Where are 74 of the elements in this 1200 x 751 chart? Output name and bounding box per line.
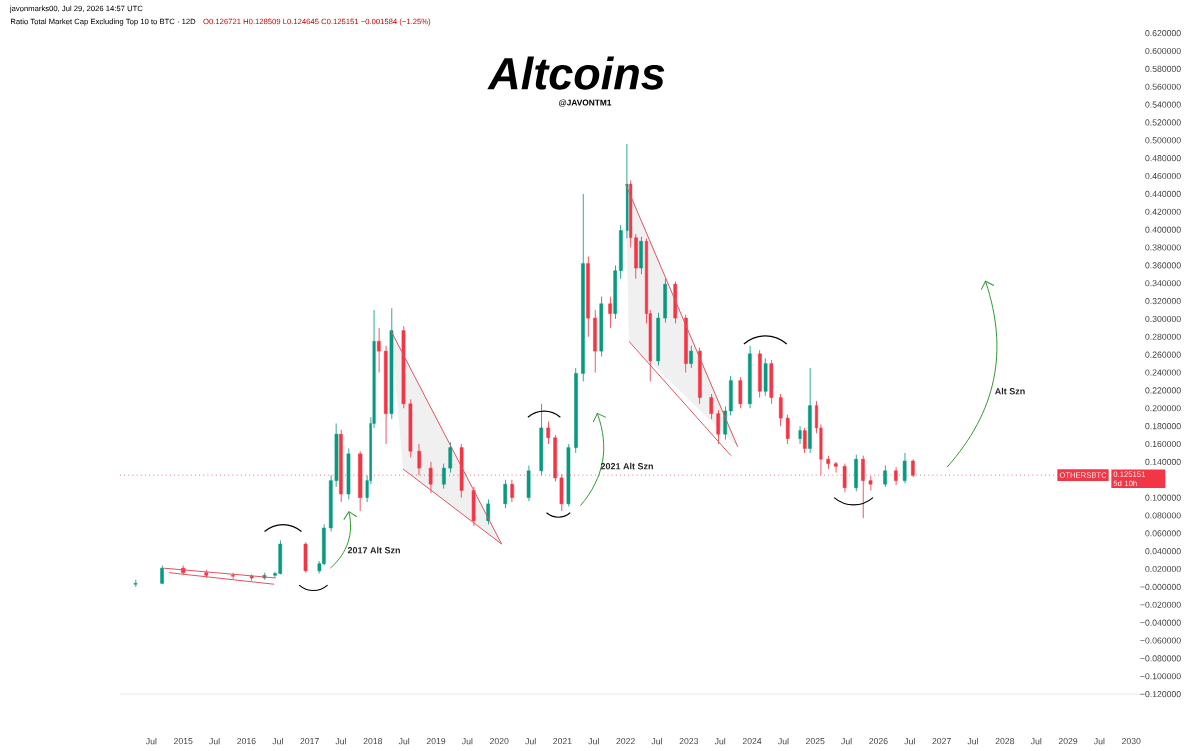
x-tick-label: Jul <box>651 737 662 745</box>
y-tick-label: 0.520000 <box>1145 119 1181 126</box>
x-tick-label: Jul <box>1030 737 1042 745</box>
x-tick-label: Jul <box>714 737 726 745</box>
x-tick-label: Jul <box>525 737 536 745</box>
x-tick-label: 2017 <box>300 737 319 745</box>
y-tick-label: 0.600000 <box>1145 47 1181 55</box>
x-tick-label: Jul <box>778 737 789 745</box>
chart-title: Altcoins <box>487 56 665 90</box>
y-tick-label: −0.040000 <box>1140 619 1181 626</box>
y-tick-label: 0.500000 <box>1145 137 1181 144</box>
x-tick-label: Jul <box>588 737 599 745</box>
text: @JAVONTM1 <box>559 99 612 107</box>
annotation: 2017 Alt Szn <box>347 546 400 554</box>
y-tick-label: 0.540000 <box>1145 101 1181 108</box>
y-tick-label: 0.300000 <box>1145 315 1181 322</box>
y-tick-label: 0.320000 <box>1145 297 1181 305</box>
y-tick-label: 0.340000 <box>1145 280 1181 287</box>
y-tick-label: 0.440000 <box>1145 190 1181 197</box>
y-tick-label: 0.080000 <box>1145 512 1181 519</box>
x-tick-label: 2020 <box>490 737 509 745</box>
x-tick-label: 2019 <box>426 737 446 745</box>
annotation: Alt Szn <box>994 387 1025 395</box>
y-tick-label: −0.080000 <box>1140 655 1181 662</box>
y-tick-label: 0.160000 <box>1145 440 1181 448</box>
x-tick-label: 2029 <box>1058 737 1078 745</box>
x-tick-label: 2026 <box>869 737 888 745</box>
x-tick-label: Jul <box>461 737 473 745</box>
y-tick-label: 0.560000 <box>1145 83 1181 90</box>
y-tick-label: −0.060000 <box>1140 637 1181 644</box>
y-tick-label: 0.060000 <box>1145 530 1181 537</box>
y-tick-label: 0.180000 <box>1145 423 1181 430</box>
x-tick-label: 2018 <box>363 737 383 745</box>
x-tick-label: Jul <box>904 737 915 745</box>
y-tick-label: −0.000000 <box>1140 583 1181 590</box>
x-tick-label: 2025 <box>806 737 825 745</box>
x-tick-label: 2023 <box>679 737 699 745</box>
x-tick-label: Jul <box>967 737 978 745</box>
y-tick-label: 0.140000 <box>1145 458 1181 465</box>
x-tick-label: Jul <box>145 737 157 745</box>
y-tick-label: −0.100000 <box>1140 673 1181 680</box>
x-tick-label: Jul <box>272 737 283 745</box>
y-tick-label: 0.580000 <box>1145 65 1181 72</box>
y-tick-label: 0.280000 <box>1145 333 1181 340</box>
x-tick-label: 2015 <box>174 737 193 745</box>
y-tick-label: 0.480000 <box>1145 155 1181 162</box>
x-tick-label: 2030 <box>1122 737 1141 745</box>
x-tick-label: Jul <box>209 737 220 745</box>
y-tick-label: 0.420000 <box>1145 208 1181 215</box>
x-tick-label: 2022 <box>616 737 635 745</box>
y-tick-label: 0.400000 <box>1145 226 1181 233</box>
y-tick-label: 0.240000 <box>1145 369 1181 376</box>
y-tick-label: 0.220000 <box>1145 387 1181 394</box>
x-tick-label: Jul <box>841 737 852 745</box>
x-tick-label: 2027 <box>932 737 951 745</box>
x-tick-label: Jul <box>335 737 346 745</box>
x-tick-label: 2016 <box>237 737 256 745</box>
y-tick-label: −0.120000 <box>1140 690 1181 698</box>
annotation: 2021 Alt Szn <box>600 462 653 470</box>
x-tick-label: Jul <box>398 737 410 745</box>
y-tick-label: 0.200000 <box>1145 405 1181 412</box>
y-tick-label: 0.460000 <box>1145 172 1181 180</box>
x-tick-label: Jul <box>1093 737 1105 745</box>
y-tick-label: 0.100000 <box>1145 494 1181 501</box>
y-tick-label: 0.360000 <box>1145 262 1181 269</box>
y-tick-label: 0.040000 <box>1145 548 1181 555</box>
y-tick-label: 0.380000 <box>1145 244 1181 251</box>
x-tick-label: 2021 <box>553 737 572 745</box>
y-tick-label: 0.020000 <box>1145 565 1181 573</box>
x-tick-label: 2024 <box>742 737 762 745</box>
y-tick-label: 0.260000 <box>1145 351 1181 358</box>
x-tick-label: 2028 <box>995 737 1015 745</box>
y-tick-label: 0.620000 <box>1145 30 1181 37</box>
y-tick-label: −0.020000 <box>1140 601 1181 608</box>
